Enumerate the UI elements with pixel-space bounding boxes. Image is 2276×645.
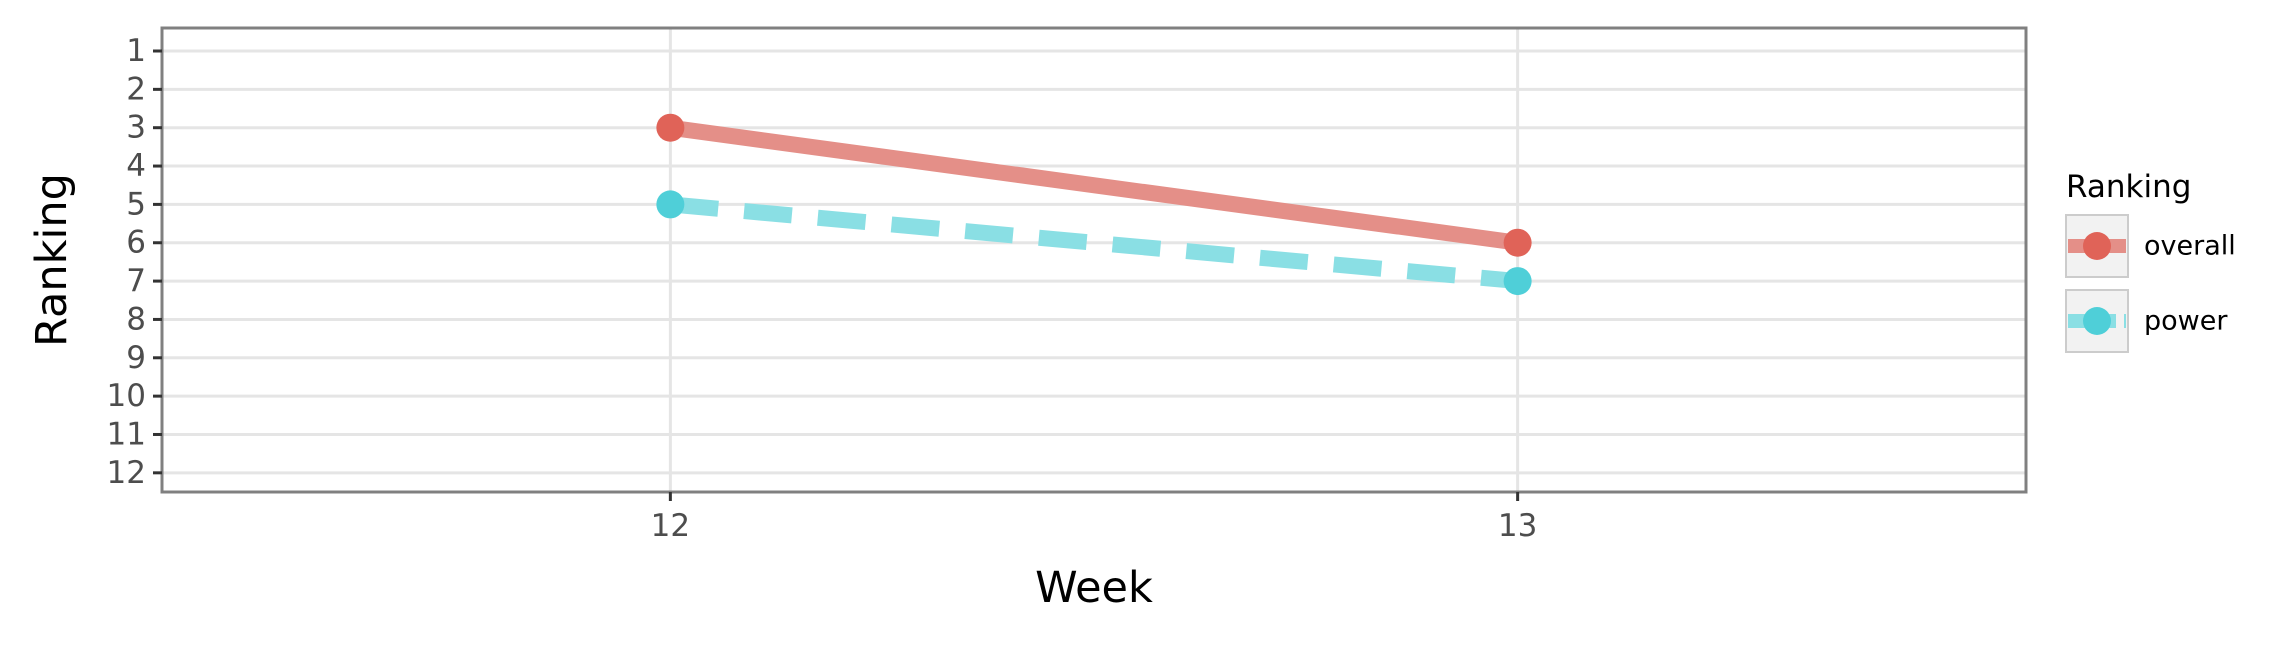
data-point-overall (1503, 228, 1532, 257)
y-axis-title: Ranking (27, 173, 77, 347)
legend-label-power: power (2144, 306, 2228, 337)
legend: Ranking overall power (2065, 169, 2236, 353)
data-point-overall (656, 113, 685, 142)
data-point-power (656, 190, 685, 219)
legend-title: Ranking (2066, 169, 2191, 205)
x-tick-label: 13 (1498, 508, 1537, 544)
plot-panel-border (160, 26, 2028, 494)
y-tick-label: 1 (126, 33, 146, 69)
y-tick-label: 5 (126, 186, 146, 222)
grid-lines (162, 28, 2026, 492)
y-tick-label: 6 (126, 225, 146, 261)
y-tick-label: 3 (126, 110, 146, 146)
y-tick-label: 9 (126, 340, 146, 376)
y-tick-label: 10 (107, 378, 146, 414)
series-line-power (669, 196, 1519, 290)
y-tick-label: 8 (126, 301, 146, 337)
y-tick-label: 2 (126, 71, 146, 107)
y-tick-label: 4 (126, 148, 146, 184)
y-tick-label: 7 (126, 263, 146, 299)
x-axis: 12 13 (651, 492, 1537, 544)
legend-marker-overall (2083, 232, 2111, 260)
legend-label-overall: overall (2144, 231, 2236, 262)
x-axis-title: Week (1035, 563, 1153, 613)
data-point-power (1503, 267, 1532, 296)
y-tick-label: 12 (107, 455, 146, 491)
series-layer (656, 113, 1532, 296)
legend-marker-power (2083, 307, 2111, 335)
y-tick-label: 11 (107, 416, 146, 452)
series-line-overall (669, 119, 1519, 251)
x-tick-label: 12 (651, 508, 690, 544)
